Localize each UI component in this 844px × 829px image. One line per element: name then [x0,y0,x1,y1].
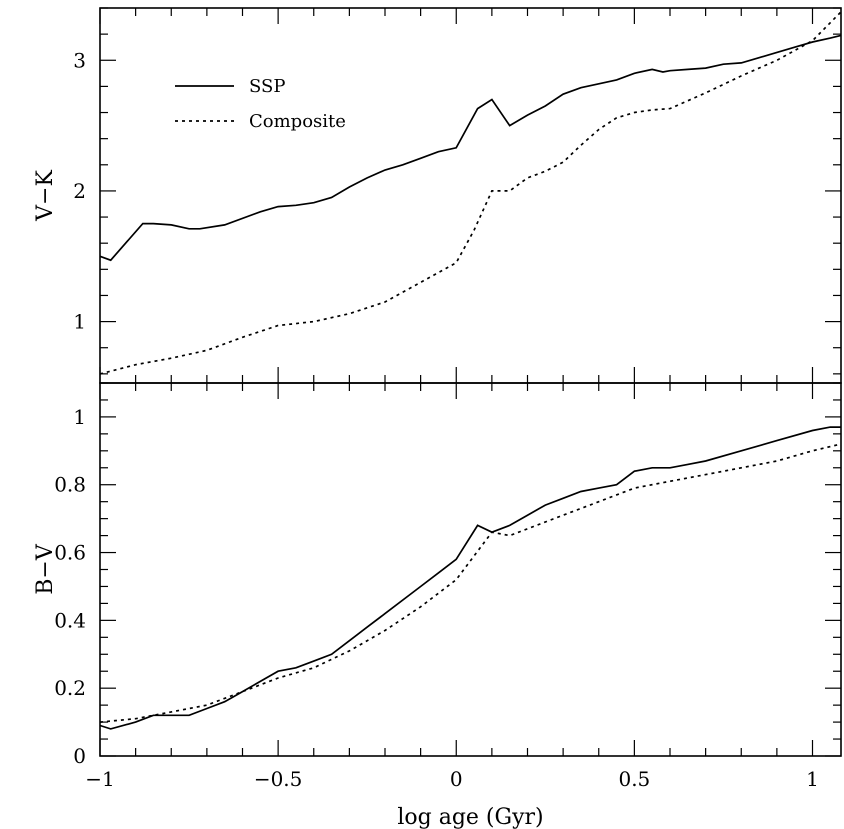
x-tick-label: −0.5 [254,767,303,791]
top-panel-vk: 1 2 3 V−K [33,7,842,384]
x-tick-label: 1 [806,767,819,791]
x-tick-label: −1 [85,767,114,791]
y-tick-label-vk: 3 [73,48,86,72]
legend-label-composite: Composite [249,111,346,132]
y-tick-label-bv: 0 [73,744,86,768]
y-tick-label-bv: 1 [73,405,86,429]
series-line-ssp-bv [99,426,841,730]
legend-label-ssp: SSP [249,76,285,97]
bottom-panel-bv: 0 0.2 0.4 0.6 0.8 1 −1 −0.5 0 0.5 1 B−V log age (Gyr… [33,382,842,829]
series-line-composite-bv [99,443,842,723]
y-tick-label-bv: 0.8 [54,473,86,497]
y-tick-label-bv: 0.2 [54,676,86,700]
x-tick-label: 0 [450,767,463,791]
y-tick-label-vk: 1 [73,310,86,334]
series-line-composite-vk [99,11,842,375]
y-axis-title-bv: B−V [33,543,58,595]
x-axis-title: log age (Gyr) [397,805,543,829]
y-tick-label-bv: 0.4 [54,608,86,632]
series-line-ssp-vk [99,34,842,262]
y-axis-title-vk: V−K [33,170,58,222]
legend: SSP Composite [175,76,346,132]
plot-frame-bv [99,382,842,757]
y-tick-label-vk: 2 [73,179,86,203]
x-tick-label: 0.5 [618,767,650,791]
y-tick-label-bv: 0.6 [54,541,86,565]
